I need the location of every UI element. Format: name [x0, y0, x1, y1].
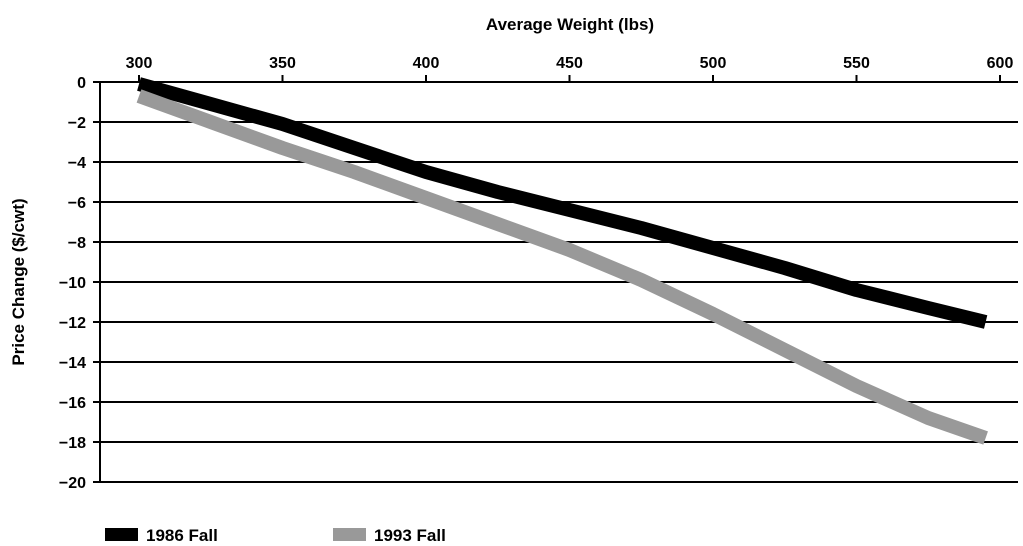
series-line-black [137, 77, 988, 329]
series-lines [136, 77, 988, 445]
x-tick-label: 500 [700, 55, 727, 72]
x-tick-label: 300 [126, 55, 153, 72]
y-tick-label: −12 [59, 315, 86, 332]
tick-labels: 0 −2 −4 −6 −8 −10 −12 −14 −16 −18 −20 300 350 400 450 5… [59, 55, 1014, 492]
legend-label: 1993 Fall [374, 526, 446, 545]
y-tick-label: −20 [59, 475, 86, 492]
x-tick-label: 350 [269, 55, 296, 72]
x-tick-label: 600 [987, 55, 1014, 72]
y-tick-label: −14 [59, 355, 86, 372]
gridlines [100, 81, 1018, 483]
x-tick-label: 400 [413, 55, 440, 72]
legend-label: 1986 Fall [146, 526, 218, 545]
series-line-gray [136, 89, 988, 445]
legend-swatch [105, 528, 138, 541]
x-tick-label: 550 [843, 55, 870, 72]
legend-swatch [333, 528, 366, 541]
y-tick-label: −18 [59, 435, 86, 452]
y-tick-label: 0 [77, 75, 86, 92]
axes [93, 75, 1001, 483]
y-tick-label: −2 [68, 115, 86, 132]
legend: 1986 Fall 1993 Fall [105, 526, 446, 545]
x-tick-label: 450 [556, 55, 583, 72]
y-tick-label: −16 [59, 395, 86, 412]
x-axis-title: Average Weight (lbs) [486, 15, 654, 34]
y-tick-label: −6 [68, 195, 86, 212]
y-tick-label: −4 [68, 155, 86, 172]
y-tick-label: −10 [59, 275, 86, 292]
y-axis-title: Price Change ($/cwt) [9, 198, 28, 365]
y-tick-label: −8 [68, 235, 86, 252]
